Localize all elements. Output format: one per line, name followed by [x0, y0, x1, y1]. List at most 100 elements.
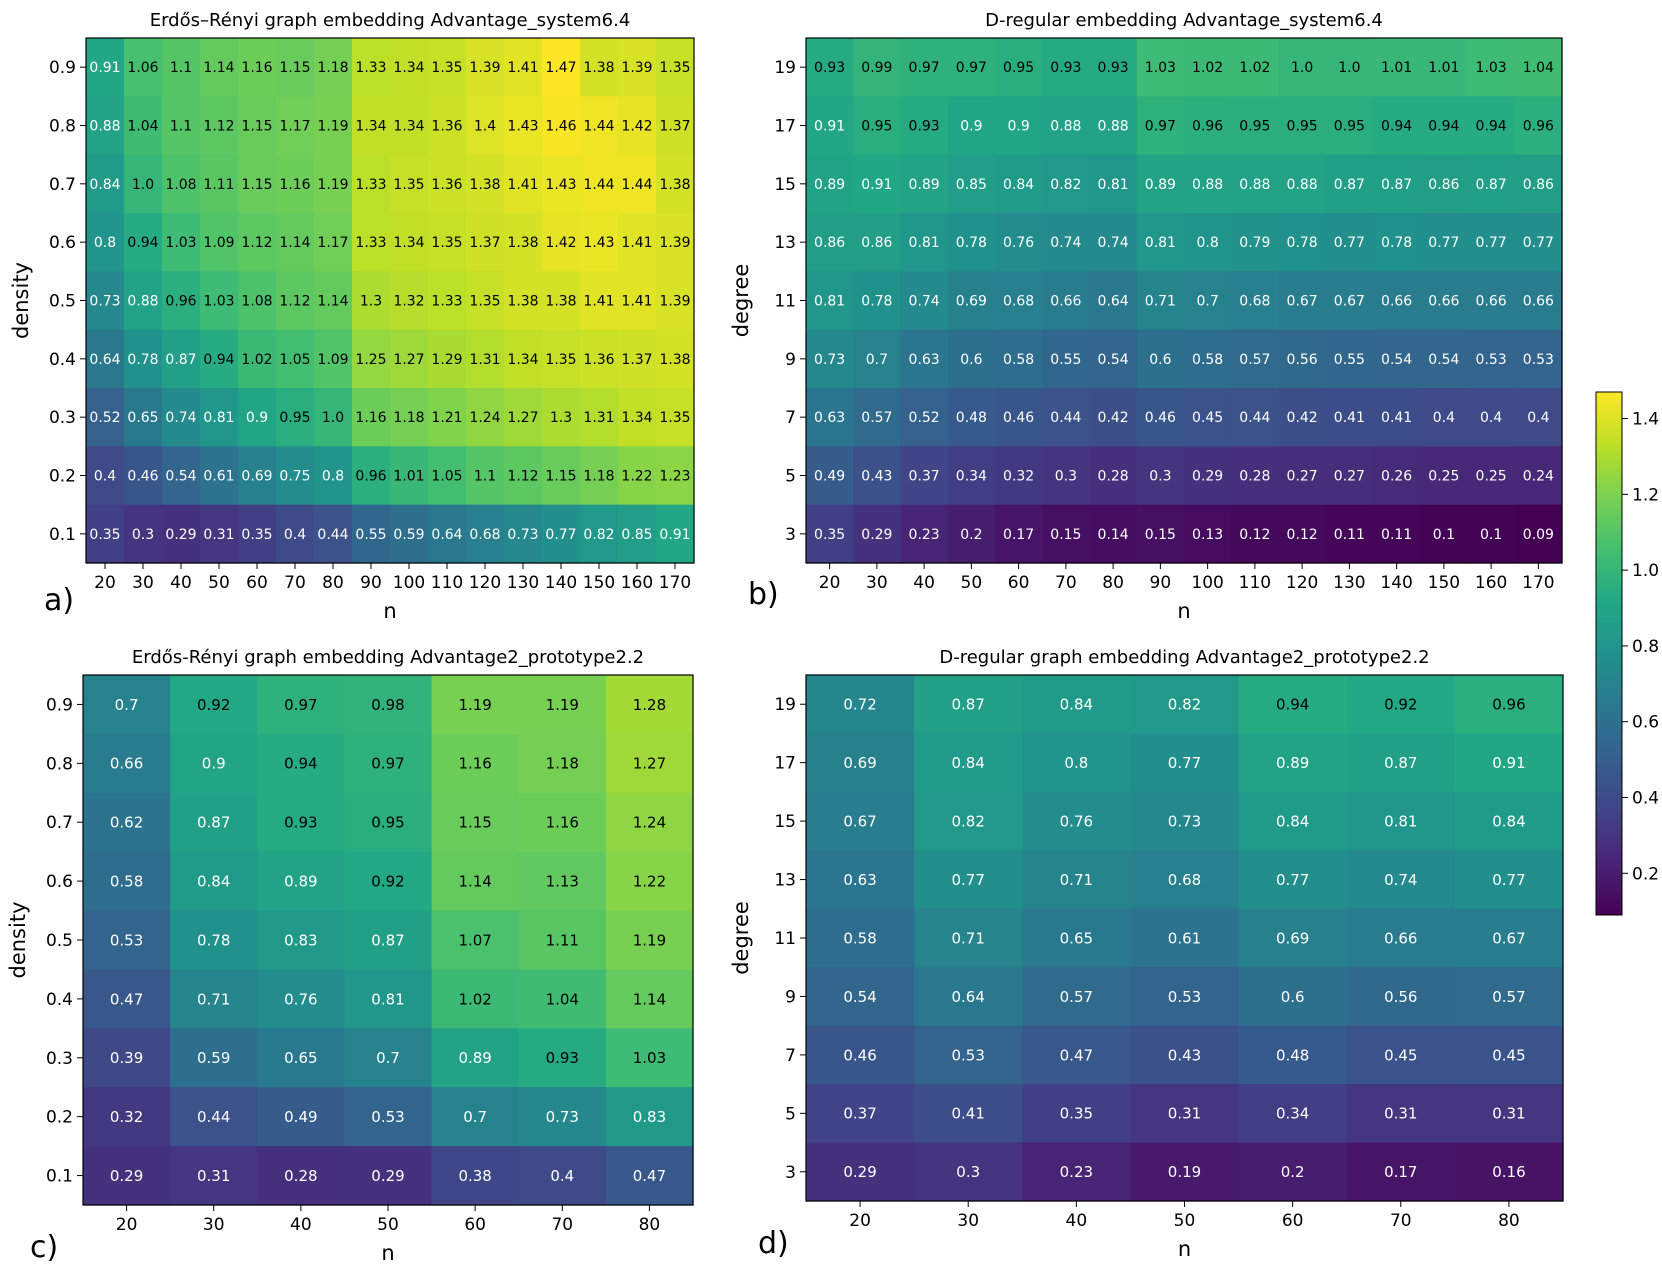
cell-value-label: 0.2	[960, 527, 982, 543]
heatmap-cell	[344, 851, 433, 912]
heatmap-cell	[1022, 1084, 1132, 1144]
heatmap-cell	[1278, 38, 1327, 97]
heatmap-cell	[1346, 675, 1456, 735]
cell-value-label: 0.91	[814, 119, 845, 135]
y-tick-label: 19	[774, 58, 796, 78]
colorbar-tick-label: 1.0	[1632, 561, 1659, 581]
cell-value-label: 0.12	[1239, 527, 1270, 543]
heatmap-cell	[580, 446, 619, 506]
heatmap-cell	[257, 733, 346, 794]
heatmap-cell	[1130, 1142, 1240, 1202]
cell-value-label: 0.58	[1192, 352, 1223, 368]
cell-value-label: 0.58	[110, 873, 143, 891]
heatmap-cell	[314, 213, 353, 272]
x-tick-label: 110	[431, 573, 463, 593]
heatmap-cell	[1278, 329, 1327, 389]
heatmap-cell	[806, 154, 854, 214]
cell-value-label: 0.77	[1168, 754, 1201, 772]
cell-value-label: 0.61	[203, 469, 234, 485]
heatmap-cell	[257, 1028, 346, 1088]
heatmap-cell	[806, 96, 854, 156]
heatmap-cell	[83, 675, 171, 735]
heatmap-cell	[995, 271, 1043, 331]
heatmap-cell	[618, 38, 657, 97]
cell-value-label: 1.12	[241, 235, 272, 251]
heatmap-cell	[914, 908, 1023, 968]
y-tick-label: 0.6	[49, 233, 76, 253]
heatmap-cell	[1514, 329, 1563, 389]
cell-value-label: 1.34	[393, 235, 424, 251]
heatmap-cell	[83, 1028, 171, 1088]
x-tick-label: 50	[961, 573, 983, 593]
cell-value-label: 0.94	[1428, 119, 1459, 135]
heatmap-cell	[276, 96, 315, 156]
heatmap-cell	[238, 388, 277, 447]
cell-value-label: 1.38	[545, 294, 576, 310]
heatmap-cell	[1278, 213, 1327, 272]
heatmap-cell	[806, 1025, 915, 1085]
cell-value-label: 0.66	[1428, 294, 1459, 310]
cell-value-label: 1.34	[355, 119, 386, 135]
heatmap-cell	[1130, 1084, 1240, 1144]
heatmap-cell	[1089, 213, 1138, 272]
cell-value-label: 0.93	[284, 814, 317, 832]
cell-value-label: 1.43	[583, 235, 614, 251]
panel-label: a)	[44, 583, 74, 618]
cell-value-label: 0.77	[1492, 871, 1525, 889]
heatmap-cell	[900, 213, 949, 272]
heatmap-cell	[518, 675, 607, 735]
heatmap-cell	[1184, 154, 1232, 214]
cell-value-label: 0.81	[1098, 177, 1129, 193]
heatmap-cell	[605, 1028, 694, 1088]
heatmap-cell	[806, 446, 854, 506]
cell-value-label: 0.57	[1239, 352, 1270, 368]
heatmap-cell	[618, 329, 657, 389]
heatmap-cell	[518, 969, 607, 1029]
heatmap-cell	[853, 504, 902, 564]
y-tick-label: 17	[774, 754, 796, 774]
heatmap-cell	[618, 504, 657, 564]
heatmap-cell	[238, 446, 277, 506]
cell-value-label: 0.73	[1168, 813, 1201, 831]
cell-value-label: 0.84	[1276, 813, 1309, 831]
cell-value-label: 0.15	[1145, 527, 1176, 543]
cell-value-label: 0.96	[1192, 119, 1223, 135]
heatmap-cell	[1238, 850, 1348, 910]
heatmap-panels: 0.91 1.06 1.1 1.14 1.16 1.15 1.18 1.33 1.34 1.35 1…	[6, 10, 1564, 1265]
cell-value-label: 1.02	[458, 990, 491, 1008]
cell-value-label: 1.19	[317, 119, 348, 135]
cell-value-label: 0.3	[956, 1163, 980, 1181]
cell-value-label: 1.3	[550, 410, 572, 426]
cell-value-label: 0.48	[1276, 1046, 1309, 1064]
heatmap-cell	[806, 1142, 915, 1202]
heatmap-panel-4: 0.72 0.87 0.84 0.82 0.94 0.92 0.960.69 0.84 0.8 0…	[729, 647, 1564, 1261]
cell-value-label: 0.93	[546, 1049, 579, 1067]
colorbar-tick-label: 0.8	[1632, 637, 1659, 657]
cell-value-label: 0.62	[110, 814, 143, 832]
cell-value-label: 0.56	[1384, 988, 1417, 1006]
cell-value-label: 1.35	[393, 177, 424, 193]
heatmap-panel-1: 0.91 1.06 1.1 1.14 1.16 1.15 1.18 1.33 1.34 1.35 1…	[9, 10, 695, 623]
cell-value-label: 0.96	[1523, 119, 1554, 135]
x-tick-label: 170	[1522, 573, 1554, 593]
chart-title: Erdős–Rényi graph embedding Advantage_sy…	[150, 10, 631, 31]
heatmap-cell	[1130, 850, 1240, 910]
heatmap-cell	[1130, 675, 1240, 735]
heatmap-cell	[170, 675, 258, 735]
y-tick-label: 9	[785, 987, 796, 1007]
cell-value-label: 1.37	[621, 352, 652, 368]
cell-value-label: 1.29	[431, 352, 462, 368]
heatmap-cell	[1373, 329, 1421, 389]
heatmap-cell	[1238, 733, 1348, 793]
cell-value-label: 0.91	[659, 527, 690, 543]
cell-value-label: 1.27	[633, 755, 666, 773]
cell-value-label: 1.33	[431, 294, 462, 310]
heatmap-cell	[518, 792, 607, 853]
cell-value-label: 0.7	[115, 696, 139, 714]
cell-value-label: 0.88	[127, 294, 158, 310]
heatmap-cell	[1089, 504, 1138, 564]
cell-value-label: 0.73	[546, 1108, 579, 1126]
heatmap-cell	[1467, 38, 1516, 97]
heatmap-cell	[314, 96, 353, 156]
heatmap-cell	[257, 969, 346, 1029]
